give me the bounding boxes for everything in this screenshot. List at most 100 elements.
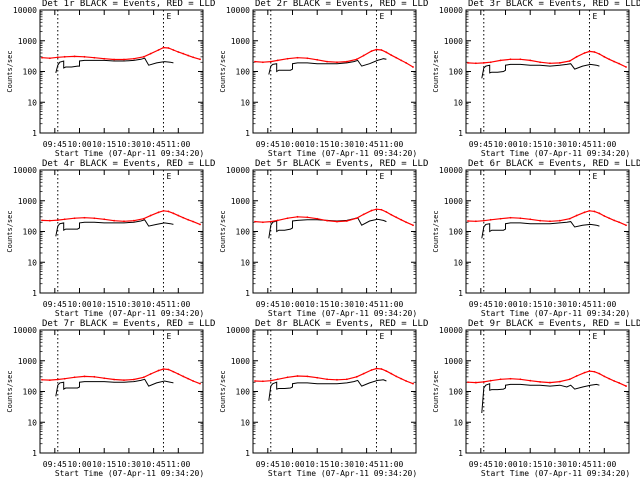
lld-point — [608, 58, 611, 61]
lld-point — [261, 61, 264, 64]
lld-point — [63, 377, 66, 380]
lld-point — [103, 218, 106, 221]
lld-point — [132, 219, 135, 222]
lld-point — [41, 56, 43, 59]
x-tick-label: 10:45 — [355, 460, 379, 469]
lld-point — [405, 62, 408, 64]
lld-point — [509, 377, 512, 380]
panel-title: Det 7r BLACK = Events, RED = LLD — [42, 319, 215, 329]
x-tick-label: 11:00 — [166, 300, 190, 309]
plot-frame — [39, 329, 204, 454]
x-tick-label: 09:45 — [469, 460, 493, 469]
x-tick-label: 10:15 — [518, 300, 542, 309]
lld-point — [113, 219, 115, 222]
lld-point — [625, 224, 627, 227]
y-tick-label: 1 — [458, 289, 463, 298]
lld-point — [177, 373, 180, 375]
lld-point — [380, 368, 383, 370]
lld-point — [405, 221, 408, 224]
x-tick-label: 10:00 — [493, 300, 517, 309]
lld-point — [83, 55, 86, 58]
x-axis-label: Start Time (07-Apr-11 09:34:20) — [55, 469, 204, 478]
lld-point — [187, 218, 190, 221]
y-tick-label: 1 — [32, 129, 37, 138]
x-tick-label: 10:30 — [330, 460, 354, 469]
y-tick-label: 10000 — [439, 166, 463, 175]
plot-frame — [39, 9, 204, 134]
x-tick-label: 10:45 — [568, 300, 592, 309]
lld-point — [405, 380, 408, 382]
x-axis-label: Start Time (07-Apr-11 09:34:20) — [481, 469, 630, 478]
lld-point — [345, 60, 348, 63]
lld-point — [390, 213, 393, 216]
x-axis-label: Start Time (07-Apr-11 09:34:20) — [268, 309, 417, 318]
lld-point — [192, 380, 195, 382]
lld-point — [123, 379, 125, 381]
x-tick-label: 09:45 — [43, 140, 67, 149]
lld-point — [269, 379, 272, 382]
x-axis-label: Start Time (07-Apr-11 09:34:20) — [481, 149, 630, 158]
lld-point — [336, 61, 338, 64]
lld-point — [467, 62, 469, 64]
series-line-lld — [41, 46, 201, 61]
lld-point — [172, 212, 175, 215]
y-axis-label: Counts/sec — [432, 50, 440, 92]
panel-title: Det 8r BLACK = Events, RED = LLD — [255, 319, 428, 329]
x-tick-label: 10:00 — [67, 140, 91, 149]
lld-point — [568, 378, 571, 381]
y-tick-label: 100 — [236, 68, 251, 77]
lld-point — [583, 52, 586, 54]
lld-point — [370, 369, 373, 371]
y-tick-label: 1000 — [18, 37, 37, 46]
lld-point — [306, 216, 309, 219]
lld-point — [149, 214, 152, 217]
y-tick-label: 10 — [453, 258, 463, 267]
lld-point — [296, 56, 299, 59]
e-marker-label: E — [592, 12, 597, 21]
x-tick-label: 10:30 — [117, 140, 141, 149]
lld-point — [316, 376, 319, 379]
x-tick-label: 10:30 — [543, 460, 567, 469]
lld-point — [172, 370, 175, 373]
y-axis-label: Counts/sec — [6, 370, 14, 412]
y-tick-label: 1 — [32, 449, 37, 458]
lld-point — [93, 217, 96, 220]
lld-point — [529, 379, 532, 382]
lld-point — [167, 47, 170, 49]
y-tick-label: 10 — [240, 418, 250, 427]
lld-point — [575, 375, 578, 377]
lld-point — [549, 381, 551, 384]
x-tick-label: 10:45 — [142, 140, 166, 149]
lld-point — [370, 50, 373, 53]
e-marker-label: E — [166, 332, 171, 341]
x-tick-label: 10:00 — [493, 140, 517, 149]
lld-point — [412, 224, 414, 227]
lld-point — [286, 57, 289, 60]
y-tick-label: 1000 — [444, 357, 463, 366]
x-tick-label: 10:45 — [142, 460, 166, 469]
y-tick-label: 1 — [245, 289, 250, 298]
y-tick-label: 100 — [236, 388, 251, 397]
lld-point — [326, 219, 328, 222]
panel-det-8r: Det 8r BLACK = Events, RED = LLD 1 10 100 10… — [219, 319, 428, 478]
y-tick-label: 1000 — [231, 197, 250, 206]
lld-point — [588, 50, 591, 53]
lld-point — [593, 210, 596, 213]
lld-point — [625, 66, 627, 68]
series-line-events — [481, 382, 600, 414]
lld-point — [73, 55, 76, 58]
y-tick-label: 100 — [449, 228, 464, 237]
lld-point — [142, 55, 145, 58]
lld-point — [56, 219, 59, 221]
lld-point — [395, 216, 398, 219]
y-tick-label: 1 — [245, 129, 250, 138]
lld-point — [474, 220, 477, 223]
x-tick-label: 09:45 — [43, 460, 67, 469]
lld-point — [568, 60, 571, 62]
lld-point — [598, 372, 601, 375]
x-tick-label: 10:30 — [543, 300, 567, 309]
x-tick-label: 10:15 — [518, 140, 542, 149]
series-line-events — [481, 63, 600, 79]
lld-point — [613, 219, 616, 222]
